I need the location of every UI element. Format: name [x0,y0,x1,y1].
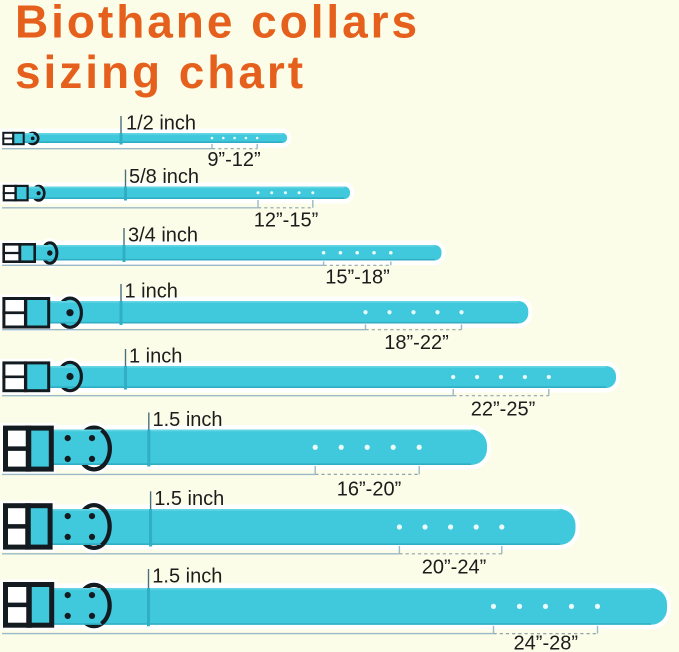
svg-text:22”-25”: 22”-25” [471,399,535,421]
svg-text:5/8 inch: 5/8 inch [129,166,199,188]
svg-text:3/4 inch: 3/4 inch [128,225,198,247]
svg-text:24”-28”: 24”-28” [514,633,578,652]
svg-text:9”-12”: 9”-12” [207,149,260,171]
svg-text:16”-20”: 16”-20” [337,478,401,500]
svg-text:18”-22”: 18”-22” [384,332,448,354]
svg-text:Biothane collars: Biothane collars [15,0,420,48]
svg-text:1/2 inch: 1/2 inch [126,113,196,135]
svg-text:1 inch: 1 inch [129,346,182,368]
svg-text:1.5 inch: 1.5 inch [154,488,224,510]
svg-text:1 inch: 1 inch [125,281,178,303]
svg-text:12”-15”: 12”-15” [254,210,318,232]
svg-text:20”-24”: 20”-24” [422,557,486,579]
svg-text:15”-18”: 15”-18” [325,267,389,289]
svg-text:1.5 inch: 1.5 inch [153,409,223,431]
svg-text:1.5 inch: 1.5 inch [152,566,222,588]
svg-text:sizing chart: sizing chart [15,46,306,98]
